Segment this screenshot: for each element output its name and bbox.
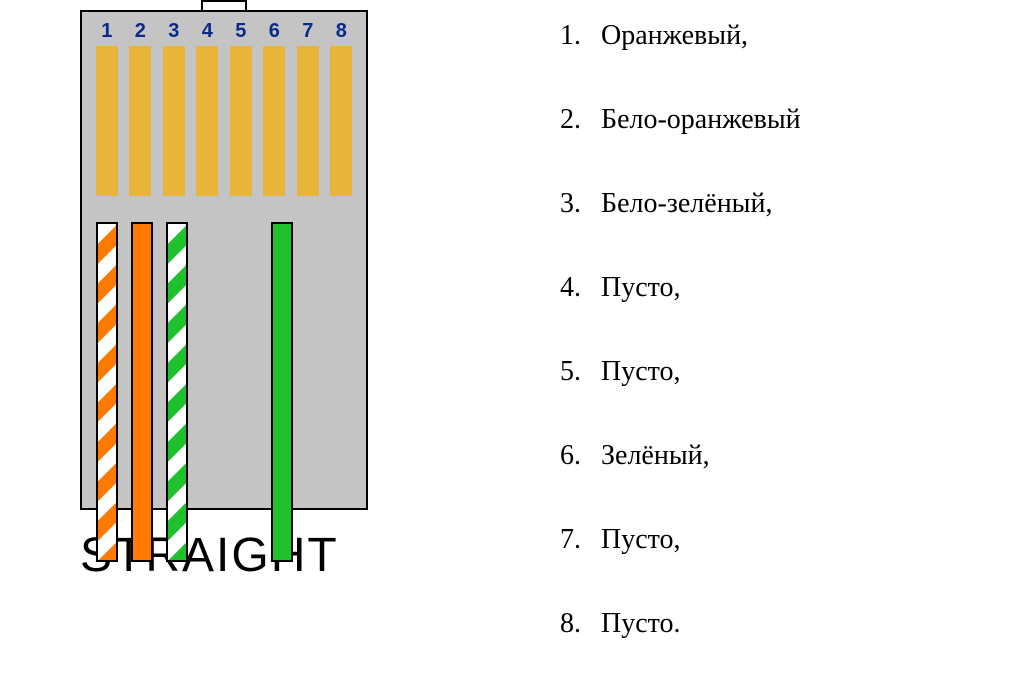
wire: [166, 222, 188, 562]
legend-text: Бело-оранжевый: [594, 104, 801, 135]
wire-slot-1: [96, 222, 118, 562]
legend-text: Зелёный,: [594, 440, 710, 471]
contact-pin: [96, 46, 118, 196]
pin-number: 1: [95, 20, 119, 43]
legend-text: Пусто,: [594, 272, 681, 303]
rj45-connector: 1 2 3 4 5 6 7 8: [80, 10, 368, 510]
legend-text: Бело-зелёный,: [594, 188, 772, 219]
connector-panel: 1 2 3 4 5 6 7 8: [0, 0, 520, 683]
legend-text: Пусто,: [594, 524, 681, 555]
diagram-container: 1 2 3 4 5 6 7 8: [0, 0, 1024, 683]
legend-item: 4. Пусто,: [560, 272, 1024, 304]
legend-list: 1. Оранжевый, 2. Бело-оранжевый 3. Бело-зе…: [560, 20, 1024, 640]
pin-number: 3: [162, 20, 186, 43]
pin-number: 5: [229, 20, 253, 43]
wire: [131, 222, 153, 562]
contacts-row: [82, 46, 366, 196]
contact-pin: [330, 46, 352, 196]
legend-item: 7. Пусто,: [560, 524, 1024, 556]
legend-text: Пусто.: [594, 608, 681, 639]
legend-text: Оранжевый,: [594, 20, 748, 51]
contact-pin: [196, 46, 218, 196]
contact-pin: [230, 46, 252, 196]
legend-item: 8. Пусто.: [560, 608, 1024, 640]
legend-item: 1. Оранжевый,: [560, 20, 1024, 52]
contact-pin: [263, 46, 285, 196]
wire: [96, 222, 118, 562]
wire-slot-3: [166, 222, 188, 562]
contact-pin: [297, 46, 319, 196]
legend-number: 6.: [560, 440, 594, 472]
wire-slot-2: [131, 222, 153, 562]
legend-number: 3.: [560, 188, 594, 220]
legend-number: 1.: [560, 20, 594, 52]
legend-item: 2. Бело-оранжевый: [560, 104, 1024, 136]
pin-number: 2: [128, 20, 152, 43]
wires-area: [82, 222, 366, 562]
legend-text: Пусто,: [594, 356, 681, 387]
wire: [271, 222, 293, 562]
pin-number: 6: [262, 20, 286, 43]
legend-number: 4.: [560, 272, 594, 304]
legend-panel: 1. Оранжевый, 2. Бело-оранжевый 3. Бело-зе…: [520, 0, 1024, 683]
pin-number: 4: [195, 20, 219, 43]
legend-number: 5.: [560, 356, 594, 388]
legend-item: 5. Пусто,: [560, 356, 1024, 388]
connector-body: 1 2 3 4 5 6 7 8: [80, 10, 368, 510]
legend-item: 3. Бело-зелёный,: [560, 188, 1024, 220]
legend-number: 7.: [560, 524, 594, 556]
wire-slot-6: [271, 222, 293, 562]
pin-numbers-row: 1 2 3 4 5 6 7 8: [82, 20, 366, 43]
contact-pin: [129, 46, 151, 196]
legend-item: 6. Зелёный,: [560, 440, 1024, 472]
pin-number: 8: [329, 20, 353, 43]
pin-number: 7: [296, 20, 320, 43]
legend-number: 8.: [560, 608, 594, 640]
contact-pin: [163, 46, 185, 196]
legend-number: 2.: [560, 104, 594, 136]
